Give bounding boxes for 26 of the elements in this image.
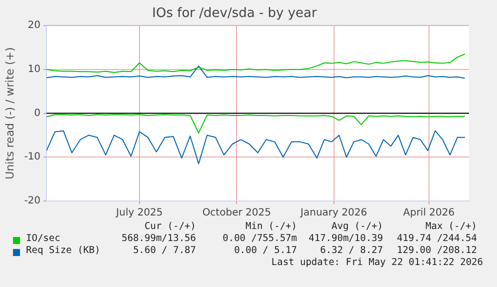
y-axis-title: Units read (-) / write (+) [3, 47, 16, 180]
text: 419.74 /244.54 [396, 233, 477, 244]
text: Last update: Fri May 22 01:41:22 2026 [271, 257, 483, 268]
text: Max (-/+) [426, 221, 477, 232]
y-tick-label: -20 [24, 196, 41, 207]
y-tick-label: 10 [28, 64, 41, 76]
text: 0.00 /755.57m [222, 233, 297, 244]
y-tick-label: 20 [28, 20, 41, 32]
x-tick-label: July 2025 [115, 208, 163, 219]
chart-title: IOs for /dev/sda - by year [152, 6, 318, 22]
x-tick-label: January 2026 [300, 208, 368, 219]
text: Avg (-/+) [332, 221, 383, 232]
text: 6.32 / 8.27 [320, 245, 383, 256]
text: 129.00 /208.12 [396, 245, 477, 256]
y-tick-label: -10 [24, 152, 41, 163]
legend-label: IO/sec [26, 233, 60, 244]
text: Cur (-/+) [144, 221, 196, 232]
text: 417.90m/10.39 [308, 233, 383, 244]
y-tick-label: 0 [34, 108, 41, 119]
text: 5.60 / 7.87 [133, 245, 196, 256]
text: Min (-/+) [246, 221, 297, 232]
x-tick-label: April 2026 [403, 208, 455, 219]
text: 568.99m/13.56 [122, 233, 196, 244]
x-tick-label: October 2025 [202, 208, 271, 219]
legend-label: Req Size (KB) [26, 245, 100, 256]
text: 0.00 / 5.17 [234, 245, 297, 256]
